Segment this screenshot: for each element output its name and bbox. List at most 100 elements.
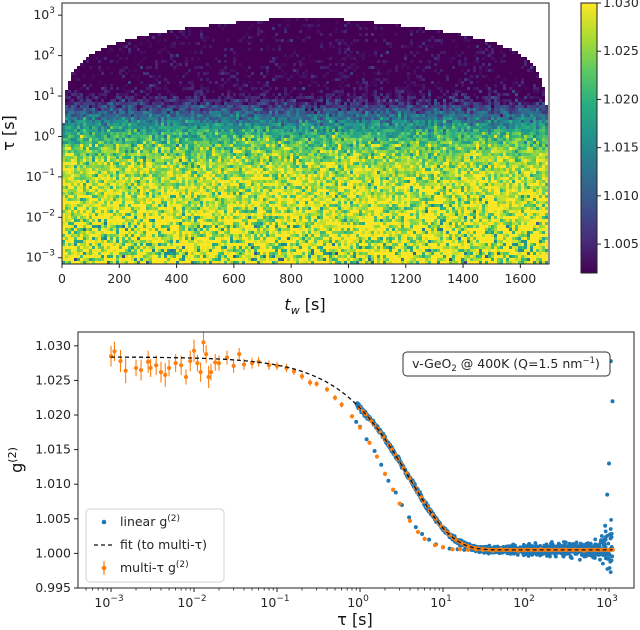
heatmap-cell — [131, 120, 134, 123]
heatmap-cell — [86, 84, 89, 87]
heatmap-cell — [128, 213, 131, 216]
heatmap-cell — [242, 123, 245, 126]
heatmap-cell — [152, 237, 155, 240]
heatmap-cell — [149, 45, 152, 48]
heatmap-cell — [200, 90, 203, 93]
heatmap-cell — [227, 111, 230, 114]
heatmap-cell — [206, 126, 209, 129]
heatmap-cell — [86, 81, 89, 84]
heatmap-cell — [104, 183, 107, 186]
heatmap-cell — [233, 120, 236, 123]
heatmap-cell — [80, 156, 83, 159]
heatmap-cell — [122, 138, 125, 141]
heatmap-cell — [182, 123, 185, 126]
heatmap-cell — [89, 183, 92, 186]
heatmap-cell — [173, 213, 176, 216]
heatmap-cell — [215, 90, 218, 93]
heatmap-cell — [227, 72, 230, 75]
heatmap-cell — [68, 87, 71, 90]
heatmap-cell — [203, 186, 206, 189]
heatmap-cell — [113, 204, 116, 207]
heatmap-cell — [131, 156, 134, 159]
heatmap-cell — [134, 144, 137, 147]
heatmap-cell — [107, 189, 110, 192]
heatmap-cell — [233, 72, 236, 75]
heatmap-cell — [128, 90, 131, 93]
heatmap-cell — [233, 192, 236, 195]
heatmap-cell — [95, 60, 98, 63]
heatmap-cell — [206, 243, 209, 246]
heatmap-cell — [248, 153, 251, 156]
heatmap-cell — [227, 243, 230, 246]
heatmap-cell — [137, 261, 140, 264]
heatmap-cell — [131, 171, 134, 174]
heatmap-cell — [134, 108, 137, 111]
heatmap-cell — [116, 51, 119, 54]
heatmap-cell — [137, 132, 140, 135]
heatmap-cell — [176, 135, 179, 138]
heatmap-cell — [212, 246, 215, 249]
heatmap-cell — [134, 87, 137, 90]
heatmap-cell — [122, 57, 125, 60]
heatmap-cell — [134, 120, 137, 123]
heatmap-cell — [134, 225, 137, 228]
heatmap-cell — [179, 162, 182, 165]
heatmap-cell — [86, 150, 89, 153]
heatmap-cell — [194, 60, 197, 63]
heatmap-cell — [83, 213, 86, 216]
heatmap-cell — [194, 183, 197, 186]
heatmap-cell — [155, 57, 158, 60]
heatmap-cell — [194, 243, 197, 246]
heatmap-cell — [206, 189, 209, 192]
heatmap-cell — [257, 216, 260, 219]
heatmap-cell — [218, 48, 221, 51]
heatmap-cell — [245, 180, 248, 183]
heatmap-cell — [212, 63, 215, 66]
heatmap-cell — [92, 54, 95, 57]
heatmap-cell — [107, 171, 110, 174]
heatmap-cell — [107, 51, 110, 54]
heatmap-cell — [203, 213, 206, 216]
heatmap-cell — [134, 174, 137, 177]
heatmap-cell — [164, 147, 167, 150]
heatmap-cell — [125, 129, 128, 132]
heatmap-cell — [122, 174, 125, 177]
heatmap-cell — [242, 171, 245, 174]
heatmap-cell — [104, 237, 107, 240]
heatmap-cell — [218, 168, 221, 171]
heatmap-cell — [104, 174, 107, 177]
heatmap-cell — [158, 132, 161, 135]
heatmap-cell — [242, 240, 245, 243]
heatmap-cell — [89, 57, 92, 60]
heatmap-cell — [122, 204, 125, 207]
heatmap-cell — [68, 180, 71, 183]
heatmap-cell — [89, 174, 92, 177]
heatmap-cell — [68, 177, 71, 180]
heatmap-cell — [62, 249, 65, 252]
heatmap-cell — [92, 87, 95, 90]
heatmap-cell — [206, 114, 209, 117]
heatmap-cell — [188, 240, 191, 243]
heatmap-cell — [131, 72, 134, 75]
heatmap-cell — [119, 198, 122, 201]
heatmap-cell — [173, 153, 176, 156]
heatmap-cell — [158, 123, 161, 126]
heatmap-cell — [239, 228, 242, 231]
heatmap-cell — [140, 51, 143, 54]
heatmap-cell — [113, 84, 116, 87]
heatmap-cell — [134, 189, 137, 192]
heatmap-cell — [155, 87, 158, 90]
heatmap-cell — [164, 195, 167, 198]
heatmap-cell — [77, 105, 80, 108]
heatmap-cell — [212, 183, 215, 186]
heatmap-cell — [131, 204, 134, 207]
heatmap-cell — [137, 213, 140, 216]
heatmap-cell — [158, 243, 161, 246]
heatmap-cell — [200, 108, 203, 111]
heatmap-cell — [86, 96, 89, 99]
heatmap-cell — [176, 162, 179, 165]
heatmap-cell — [155, 45, 158, 48]
heatmap-cell — [230, 36, 233, 39]
heatmap-cell — [164, 186, 167, 189]
heatmap-cell — [233, 162, 236, 165]
